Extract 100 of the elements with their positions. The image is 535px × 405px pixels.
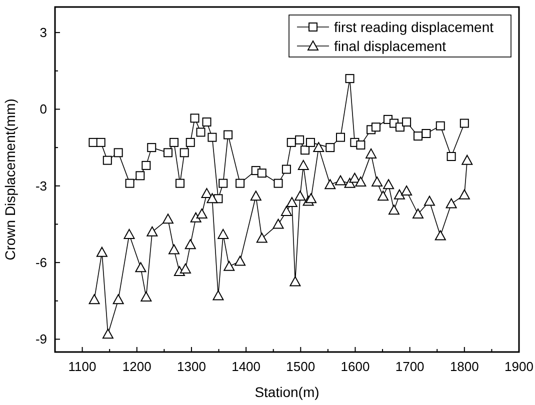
point [170,138,178,147]
point [184,239,196,250]
point [114,148,123,158]
point [282,164,291,174]
point [140,292,152,302]
x-axis-title: Station(m) [254,384,320,400]
legend-label: final displacement [334,38,446,54]
x-tick-label: 1500 [286,359,316,374]
point [300,146,310,155]
point [345,74,354,84]
point [136,171,145,180]
point [371,122,380,132]
point [402,118,412,126]
y-axis-title: Crown Displacement(mm) [2,98,18,260]
point [294,190,306,201]
point [142,160,151,170]
point [286,197,298,207]
point [414,132,423,141]
point [146,226,158,236]
point [446,152,456,161]
point [366,148,377,158]
point [257,168,266,178]
point [313,142,324,152]
point [234,256,246,266]
point [290,276,301,286]
point [326,143,335,152]
point [422,129,431,138]
y-tick-label: 0 [40,102,47,117]
point [412,208,424,218]
point [236,178,245,188]
y-tick-label: -9 [35,332,47,347]
point [383,179,394,190]
point [88,138,98,147]
point [102,156,112,165]
point [424,196,435,206]
point [186,138,195,147]
x-tick-label: 1600 [340,359,370,374]
x-tick-label: 1800 [450,359,479,374]
point [168,244,180,254]
point [388,204,400,215]
y-tick-label: -3 [35,178,47,194]
point [224,260,235,271]
point [164,148,172,158]
point [434,230,446,240]
point [124,228,135,239]
point [336,132,345,142]
y-tick-label: 3 [40,25,47,40]
x-tick-label: 1300 [177,359,206,374]
point [135,262,146,272]
point [250,190,262,201]
point [349,172,360,183]
point [125,178,134,188]
point [180,148,189,158]
x-tick-label: 1400 [232,359,261,374]
point [458,189,470,200]
point [112,294,124,304]
x-tick-label: 1900 [504,359,534,374]
point [394,189,405,200]
y-tick-label: -6 [35,255,47,270]
point [88,294,100,304]
legend-label: first reading displacement [334,19,494,35]
point [372,176,383,187]
point [324,179,336,190]
point [401,186,412,196]
point [96,246,108,257]
point [298,160,309,170]
point [446,198,457,208]
point [436,121,445,130]
point [274,178,283,188]
point [256,232,268,243]
point [176,178,185,188]
point [356,140,366,150]
x-tick-label: 1700 [395,359,424,374]
point [206,193,218,204]
point [196,208,208,218]
point [96,138,106,147]
point [462,154,473,165]
point [334,175,346,186]
point [295,135,304,144]
point [196,128,206,137]
point [286,138,296,147]
point [224,130,233,140]
point [306,138,315,147]
point [378,190,389,201]
x-tick-label: 1100 [68,359,96,374]
point [218,228,229,239]
point [202,118,212,126]
point [272,218,284,229]
point [218,178,228,188]
point [306,193,317,204]
x-tick-label: 1200 [122,359,152,374]
point [162,214,174,224]
point [212,290,224,300]
point [190,114,200,123]
point [280,206,292,216]
point [355,176,366,187]
point [201,188,212,198]
point [190,212,202,222]
point [147,143,156,152]
point [180,263,191,274]
